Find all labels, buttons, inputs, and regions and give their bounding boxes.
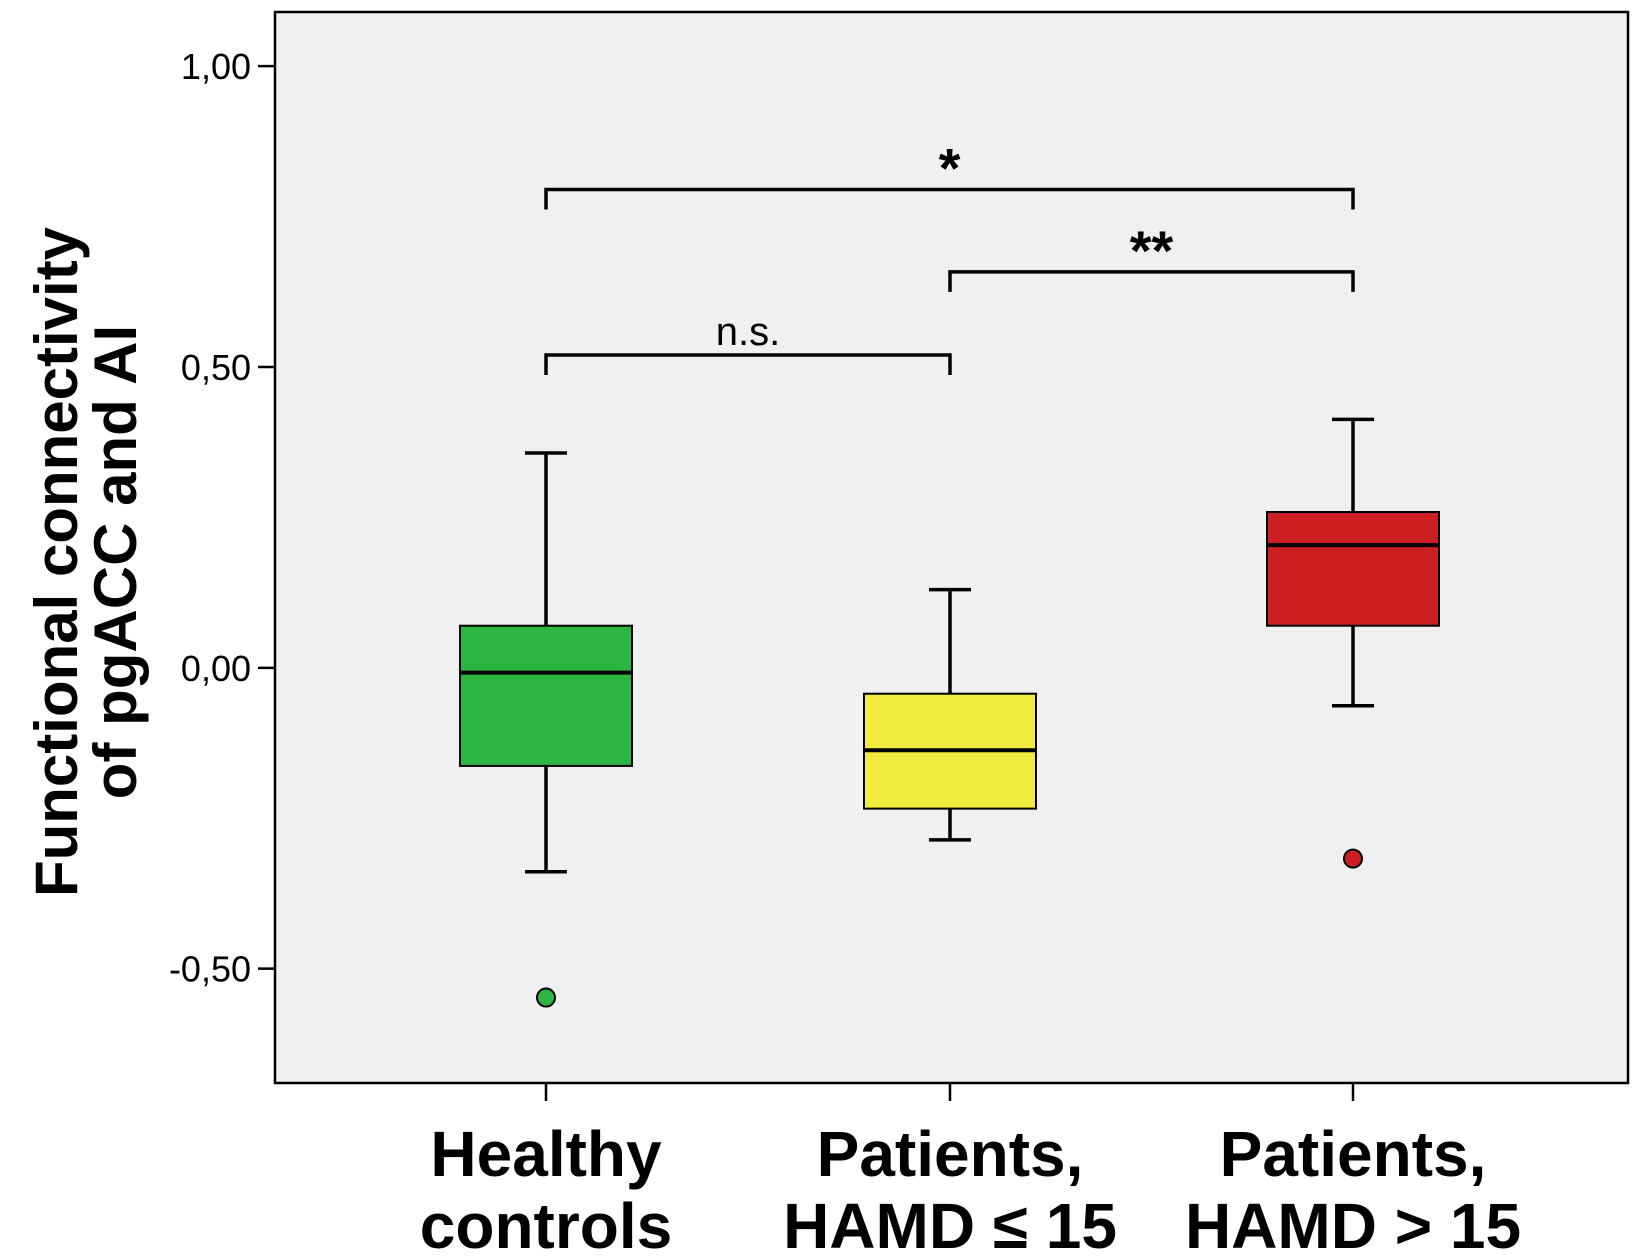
x-axis-ticks: [544, 1083, 1355, 1101]
significance-label: *: [939, 136, 961, 199]
x-category-label: Patients,: [817, 1118, 1084, 1190]
x-category-label: Patients,: [1220, 1118, 1487, 1190]
y-axis-ticks: 1,00 0,50 0,00 -0,50: [169, 46, 275, 990]
x-category-label: HAMD ≤ 15: [783, 1190, 1117, 1260]
outlier-point: [536, 987, 556, 1008]
y-tick-label: 0,50: [181, 347, 251, 388]
significance-label: n.s.: [716, 310, 780, 354]
significance-bracket: [948, 270, 1355, 292]
outlier-point: [1343, 848, 1363, 869]
x-category-label: Healthy: [430, 1118, 662, 1190]
y-axis-title-line-1: Functional connectivity: [23, 226, 90, 897]
box-iqr: [1266, 511, 1440, 627]
significance-bracket: [544, 187, 1355, 210]
box-series: [459, 417, 1440, 1008]
box-group: [1266, 417, 1440, 869]
y-axis-title-line-2: of pgACC and AI: [82, 325, 149, 799]
x-category-label: HAMD > 15: [1185, 1190, 1521, 1260]
significance-bracket: [544, 353, 952, 375]
y-tick-label: 1,00: [181, 46, 251, 87]
box-group: [459, 451, 633, 1008]
box-group: [863, 587, 1037, 842]
y-axis-title: Functional connectivity of pgACC and AI: [23, 226, 149, 897]
significance-brackets: n.s.***: [544, 136, 1355, 375]
y-tick-label: 0,00: [181, 648, 251, 689]
significance-label: **: [1130, 219, 1174, 282]
y-tick-label: -0,50: [169, 949, 251, 990]
x-category-label: controls: [420, 1190, 672, 1260]
box-iqr: [459, 624, 633, 767]
